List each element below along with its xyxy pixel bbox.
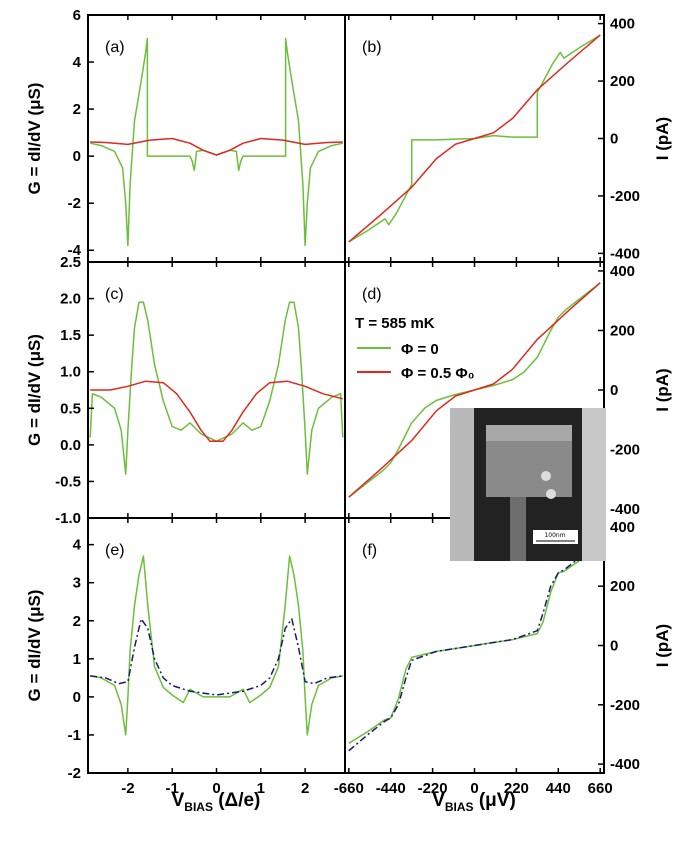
legend-entry: Φ = 0.5 Φ₀ (401, 365, 475, 382)
ytick-label: -400 (610, 756, 640, 773)
ytick-label: 400 (610, 519, 635, 536)
ytick-label: -200 (610, 442, 640, 459)
series-line-a-0 (90, 37, 343, 247)
panel-e: 4 3 2 1 0 -1 -2 -2 -1 0 1 2 (e) G = dI/dV (μS) (25, 517, 346, 797)
ytick-label: 4 (73, 537, 82, 554)
ytick-label: -1 (68, 727, 81, 744)
y-axis-title: I (pA) (653, 624, 672, 667)
ytick-label: -2 (68, 765, 81, 782)
panel-label: (b) (362, 39, 382, 56)
inset-lead (510, 497, 526, 561)
ytick-label: -400 (610, 501, 640, 518)
ytick-label: 1.5 (60, 327, 81, 344)
ytick-label: 2.0 (60, 291, 81, 308)
series-line-e-0 (90, 555, 343, 736)
ytick-label: -200 (610, 188, 640, 205)
y-axis-title: G = dI/dV (μS) (25, 590, 44, 702)
xtick-label: 220 (504, 780, 529, 797)
xtick-label: 1 (257, 780, 265, 797)
xtick-label: 0 (212, 780, 220, 797)
inset-right-electrode (582, 408, 606, 561)
panel-label: (c) (105, 286, 124, 303)
ytick-label: -1.0 (55, 510, 81, 527)
ytick-label: 200 (610, 322, 635, 339)
inset-left-electrode (450, 408, 474, 561)
inset-island-top (486, 425, 572, 441)
y-axis-title: G = dI/dV (μS) (25, 334, 44, 446)
inset-scalebar-label: 100nm (544, 532, 565, 539)
xtick-label: -1 (166, 780, 179, 797)
series-line-a-1 (90, 137, 343, 156)
ytick-label: 2 (73, 101, 81, 118)
panel-b: 400 200 0 -200 -400 (b) I (pA) (344, 14, 672, 263)
legend-title: T = 585 mK (355, 315, 435, 332)
ytick-label: -0.5 (55, 473, 81, 490)
series-line-f-1 (348, 544, 601, 752)
ytick-label: 400 (610, 16, 635, 33)
legend-entry: Φ = 0 (401, 341, 439, 358)
ytick-label: 1 (73, 651, 81, 668)
ytick-label: 0 (73, 148, 81, 165)
inset-micrograph: 100nm (450, 408, 606, 561)
panel-label: (f) (362, 542, 377, 559)
ytick-label: 400 (610, 263, 635, 280)
ytick-label: 200 (610, 578, 635, 595)
ytick-label: 6 (73, 7, 81, 24)
legend-d: T = 585 mK Φ = 0 Φ = 0.5 Φ₀ (355, 315, 475, 382)
series-line-d-1 (348, 282, 601, 498)
x-axis-title: VBIAS (μV) (432, 790, 516, 814)
y-axis-title: I (pA) (653, 368, 672, 411)
series-line-f-0 (348, 547, 601, 744)
ytick-label: 0.5 (60, 400, 81, 417)
xtick-label: -440 (376, 780, 406, 797)
ytick-label: 0.0 (60, 437, 81, 454)
series-line-c-0 (89, 301, 344, 475)
ytick-label: 4 (73, 54, 82, 71)
series-line-b-1 (348, 34, 601, 243)
panel-frame (87, 261, 346, 519)
xtick-label: -220 (418, 780, 448, 797)
y-axis-title: G = dI/dV (μS) (25, 83, 44, 195)
panel-label: (a) (105, 39, 125, 56)
ytick-label: -2 (68, 195, 81, 212)
ytick-label: -4 (68, 242, 82, 259)
xtick-label: 660 (588, 780, 613, 797)
ytick-label: 0 (610, 638, 618, 655)
x-axis-title: VBIAS (Δ/e) (172, 790, 261, 814)
xtick-label: 2 (301, 780, 309, 797)
panel-label: (d) (362, 286, 382, 303)
panel-c: 2.5 2.0 1.5 1.0 0.5 0.0 -0.5 -1.0 (c) G = dI/dV (… (25, 254, 346, 527)
xtick-label: 0 (470, 780, 478, 797)
y-axis-title: I (pA) (653, 117, 672, 160)
ytick-label: 3 (73, 575, 81, 592)
xtick-label: 440 (546, 780, 571, 797)
ytick-label: 2 (73, 613, 81, 630)
ytick-label: -400 (610, 245, 640, 262)
series-line-c-1 (90, 380, 343, 442)
ytick-label: 200 (610, 73, 635, 90)
ytick-label: 0 (73, 689, 81, 706)
panel-label: (e) (105, 542, 125, 559)
xtick-label: -2 (121, 780, 134, 797)
inset-dot-lower (546, 489, 556, 499)
xtick-label: -660 (334, 780, 364, 797)
inset-dot-upper (541, 471, 551, 481)
ytick-label: 2.5 (60, 254, 81, 271)
ytick-label: 1.0 (60, 364, 81, 381)
ytick-label: 0 (610, 382, 618, 399)
ytick-label: -200 (610, 697, 640, 714)
panel-f: 400 200 0 -200 -400 -660 -440 -220 0 220 440 660 (f)… (334, 517, 672, 797)
panel-frame (87, 517, 346, 774)
panel-a: 6 4 2 0 -2 -4 (a) G = dI/dV (μS) (25, 7, 346, 263)
ytick-label: 0 (610, 131, 618, 148)
